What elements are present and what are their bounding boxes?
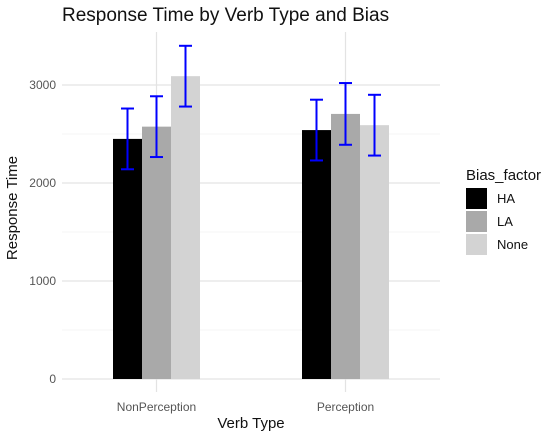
y-axis-title: Response Time — [4, 156, 21, 260]
y-tick-label: 2000 — [29, 176, 56, 190]
y-tick-label: 3000 — [29, 78, 56, 92]
bar-none-nonperception — [171, 76, 200, 380]
legend-key-ha — [466, 188, 487, 209]
legend-key-none — [466, 234, 487, 255]
x-tick-label: NonPerception — [117, 400, 196, 414]
legend-label-la: LA — [497, 214, 513, 229]
legend-key-la — [466, 211, 487, 232]
bar-la-nonperception — [142, 126, 171, 380]
x-tick-label: Perception — [317, 400, 374, 414]
plot-area: 0 1000 2000 3000 NonPerception Perception — [29, 32, 440, 414]
legend-label-ha: HA — [497, 191, 515, 206]
bar-ha-perception — [302, 130, 331, 379]
legend-title: Bias_factor — [466, 167, 541, 184]
y-tick-label: 1000 — [29, 274, 56, 288]
y-tick-label: 0 — [49, 372, 56, 386]
chart-title: Response Time by Verb Type and Bias — [62, 5, 389, 26]
bar-none-perception — [360, 125, 389, 380]
x-axis-title: Verb Type — [217, 415, 284, 432]
legend-label-none: None — [497, 237, 528, 252]
legend: Bias_factor HA LA None — [466, 167, 541, 255]
bar-ha-nonperception — [113, 138, 142, 379]
bar-la-perception — [331, 113, 360, 379]
